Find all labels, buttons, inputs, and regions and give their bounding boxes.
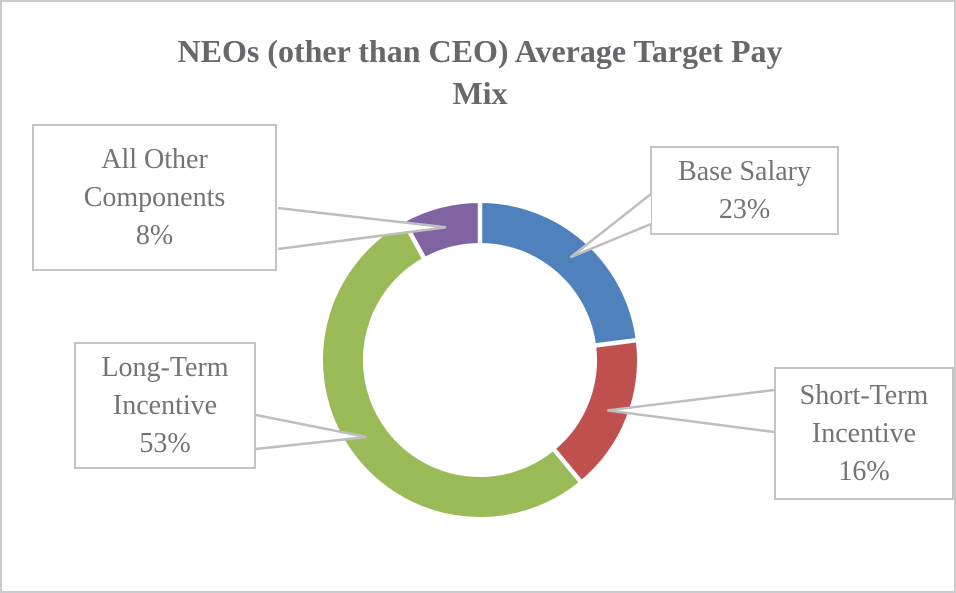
chart-title-line1: NEOs (other than CEO) Average Target Pay — [177, 33, 783, 69]
callout-label: All Other Components — [83, 143, 226, 213]
segment-separator — [591, 337, 641, 349]
chart-title-line2: Mix — [452, 75, 508, 111]
callout-base-salary: Base Salary 23% — [650, 146, 839, 235]
callout-wedge-all-other-components — [277, 206, 447, 251]
donut-segment-all-other-components — [404, 203, 481, 258]
callout-percent: 53% — [139, 427, 191, 459]
segment-separator — [550, 445, 585, 486]
callout-label: Long-Term Incentive — [101, 351, 229, 421]
callout-percent: 8% — [135, 219, 174, 251]
callout-wedge-base-salary — [569, 193, 652, 259]
callout-long-term-incentive: Long-Term Incentive 53% — [74, 342, 256, 469]
callout-wedge-short-term-incentive — [607, 388, 775, 434]
donut-segment-long-term-incentive — [323, 222, 581, 517]
callout-all-other-components: All Other Components 8% — [32, 124, 277, 271]
callout-short-term-incentive: Short-Term Incentive 16% — [774, 367, 954, 500]
donut-segment-base-salary — [479, 203, 636, 346]
donut-segment-short-term-incentive — [554, 340, 637, 481]
callout-label: Base Salary — [678, 155, 811, 187]
callout-percent: 16% — [838, 455, 890, 487]
callout-label: Short-Term Incentive — [799, 379, 929, 449]
segment-separator — [400, 217, 428, 263]
callout-wedge-long-term-incentive — [255, 413, 367, 451]
chart-title: NEOs (other than CEO) Average Target Pay… — [100, 30, 860, 114]
callout-percent: 23% — [718, 193, 771, 225]
